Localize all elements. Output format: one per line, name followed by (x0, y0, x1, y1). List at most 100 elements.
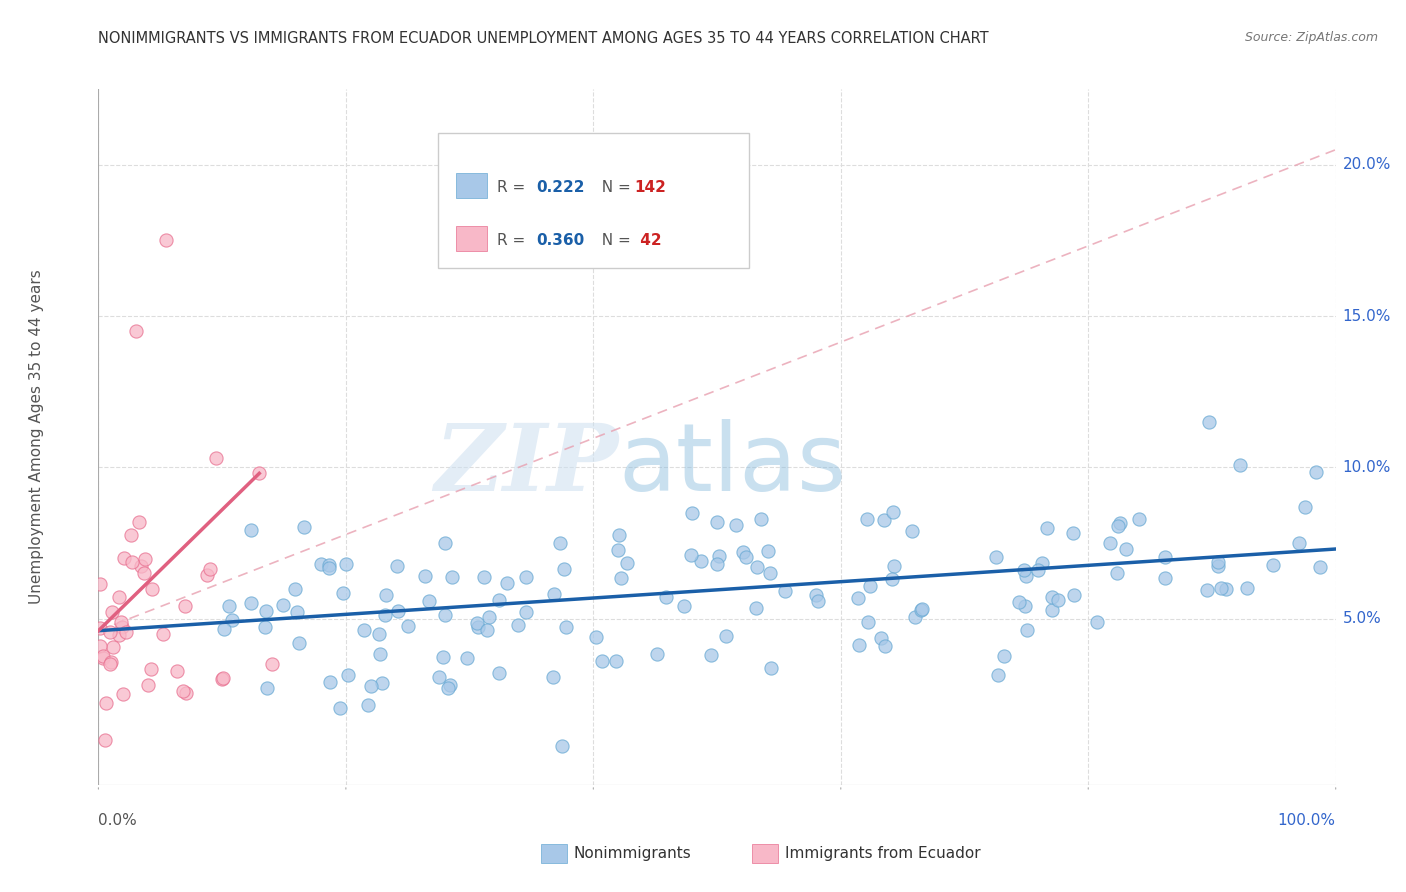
Point (606, 543, 628, 558)
Point (309, 557, 332, 571)
Point (292, 520, 315, 534)
Point (475, 623, 498, 637)
Point (681, 506, 703, 520)
Text: 142: 142 (634, 180, 666, 195)
Point (96, 696, 118, 710)
Point (591, 654, 613, 668)
Point (1014, 599, 1036, 614)
Point (437, 681, 460, 695)
Point (129, 558, 152, 573)
Point (880, 572, 903, 586)
Point (616, 557, 638, 571)
Point (174, 599, 197, 614)
Point (1017, 623, 1039, 637)
Point (478, 610, 501, 624)
Point (856, 615, 879, 630)
Point (714, 629, 737, 643)
Point (585, 631, 607, 645)
Point (1198, 415, 1220, 429)
Point (353, 624, 375, 638)
Point (910, 603, 932, 617)
Text: Nonimmigrants: Nonimmigrants (574, 847, 692, 861)
Point (285, 605, 308, 619)
Point (91, 648, 114, 663)
Text: atlas: atlas (619, 419, 846, 511)
Point (1031, 556, 1053, 570)
Point (101, 640, 124, 655)
Point (1215, 582, 1237, 597)
Point (155, 234, 177, 248)
Point (1107, 519, 1129, 533)
Point (474, 569, 496, 583)
Point (724, 517, 747, 532)
Text: R =: R = (496, 180, 530, 195)
Text: Immigrants from Ecuador: Immigrants from Ecuador (785, 847, 980, 861)
Point (247, 467, 270, 481)
Point (396, 618, 419, 632)
Point (605, 654, 627, 668)
Point (152, 627, 174, 641)
Point (174, 686, 197, 700)
Text: 20.0%: 20.0% (1343, 157, 1391, 172)
Point (329, 701, 352, 715)
Point (859, 579, 882, 593)
Point (172, 683, 194, 698)
Point (385, 558, 408, 573)
Point (645, 647, 668, 661)
Point (1209, 582, 1232, 596)
Point (100, 655, 122, 669)
Point (804, 588, 827, 602)
Point (141, 582, 163, 596)
Point (555, 619, 578, 633)
Point (441, 570, 464, 584)
Point (284, 582, 307, 596)
Point (89, 577, 111, 591)
Point (1035, 521, 1057, 535)
Point (987, 668, 1010, 682)
Point (205, 451, 228, 466)
Point (221, 614, 243, 628)
Point (256, 681, 278, 696)
Point (993, 648, 1015, 663)
Point (848, 638, 870, 652)
Text: 10.0%: 10.0% (1343, 460, 1391, 475)
Point (335, 557, 357, 571)
Point (89, 639, 111, 653)
Point (166, 665, 188, 679)
Point (374, 607, 396, 622)
Point (548, 536, 571, 550)
Point (1294, 500, 1316, 514)
Point (98, 624, 121, 639)
Point (1040, 602, 1063, 616)
Point (706, 557, 728, 571)
Text: R =: R = (496, 233, 530, 248)
Point (260, 657, 283, 671)
Point (882, 505, 904, 519)
Point (1305, 465, 1327, 479)
Point (136, 678, 159, 692)
Point (112, 687, 135, 701)
Point (114, 625, 136, 640)
Point (120, 527, 142, 541)
Text: 5.0%: 5.0% (1343, 611, 1381, 626)
Point (911, 601, 934, 615)
Point (807, 594, 830, 608)
Point (128, 515, 150, 529)
Point (856, 512, 879, 526)
Point (759, 661, 782, 675)
Point (690, 554, 713, 568)
Point (1153, 549, 1175, 564)
Point (543, 587, 565, 601)
Text: N =: N = (592, 180, 636, 195)
Point (1008, 595, 1031, 609)
Point (374, 588, 396, 602)
Point (747, 560, 769, 574)
Point (239, 596, 262, 610)
Point (1309, 560, 1331, 574)
Point (1014, 569, 1036, 583)
Point (211, 671, 233, 685)
Point (134, 552, 156, 566)
Point (253, 620, 276, 634)
Point (212, 623, 235, 637)
Text: 0.222: 0.222 (536, 180, 585, 195)
